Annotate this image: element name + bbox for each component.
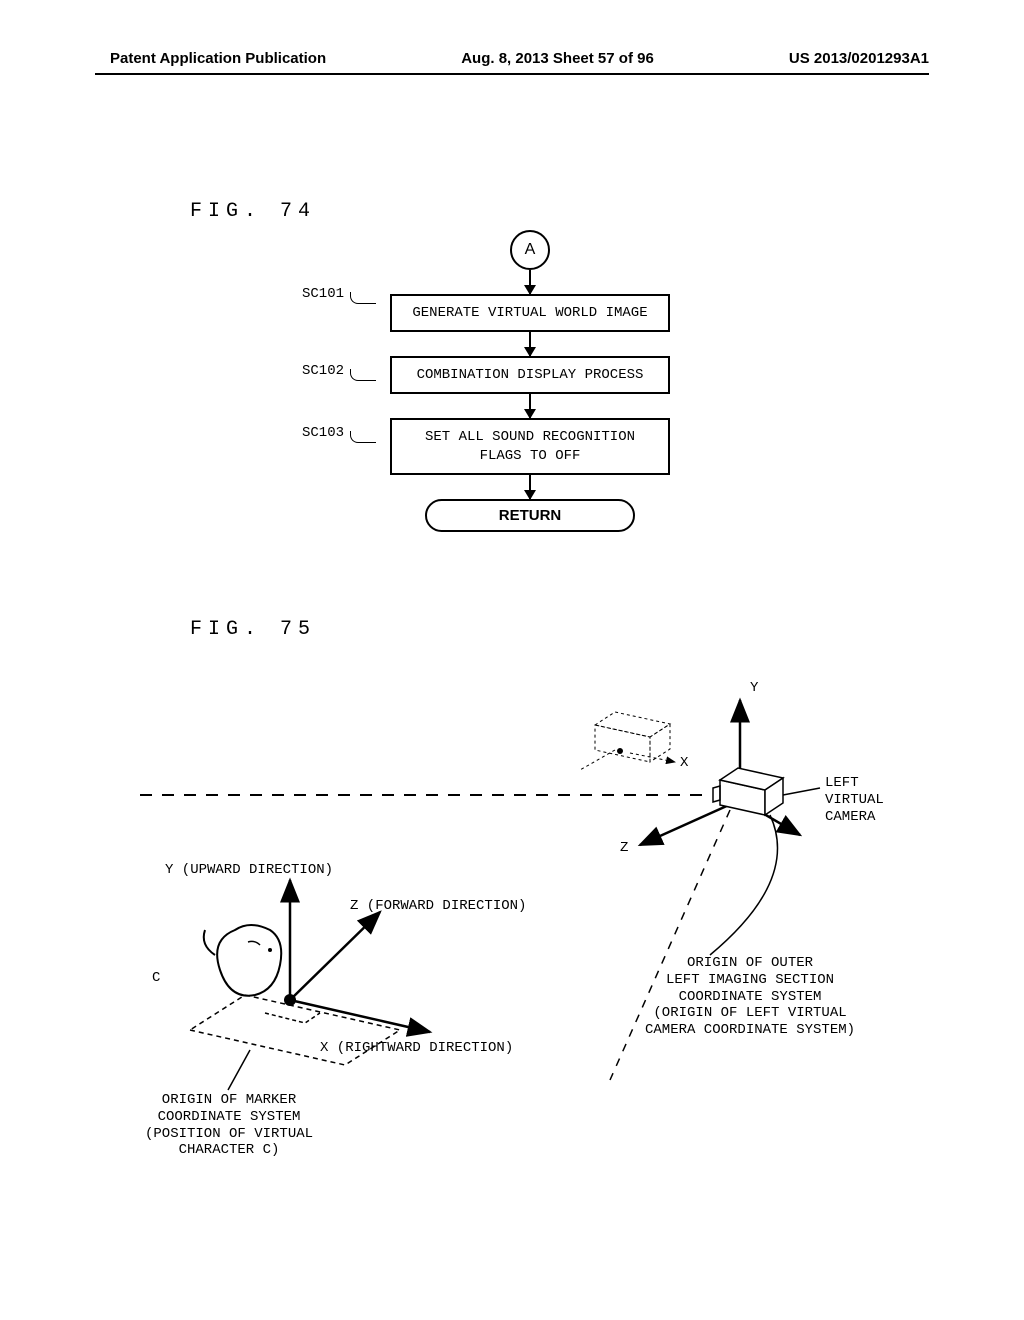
flow-return: RETURN [425,499,635,532]
sc101-connector [350,292,376,304]
fig74-label: FIG. 74 [190,200,316,223]
marker-c-label: C [152,970,160,986]
sc103-label: SC103 [302,425,344,441]
sc102-connector [350,369,376,381]
sc103-box: SET ALL SOUND RECOGNITION FLAGS TO OFF [390,418,670,474]
diagram-75: Y (UPWARD DIRECTION) Z (FORWARD DIRECTIO… [120,680,940,1210]
sc102-label: SC102 [302,363,344,379]
cam-z-label: Z [620,840,628,856]
flow-arrow-1 [529,270,531,294]
cam-origin-label: ORIGIN OF OUTER LEFT IMAGING SECTION COO… [645,955,855,1039]
marker-z-label: Z (FORWARD DIRECTION) [350,898,526,914]
marker-origin-label: ORIGIN OF MARKER COORDINATE SYSTEM (POSI… [145,1092,313,1159]
cam-x-label: X [680,755,688,771]
sc102-box: COMBINATION DISPLAY PROCESS [390,356,670,394]
header-divider [95,73,929,75]
flow-arrow-2 [529,332,531,356]
flow-start: A [510,230,550,270]
header-left: Patent Application Publication [110,50,326,67]
page-header: Patent Application Publication Aug. 8, 2… [0,50,1024,67]
sc101-label: SC101 [302,286,344,302]
cam-label: LEFT VIRTUAL CAMERA [825,775,884,825]
header-center: Aug. 8, 2013 Sheet 57 of 96 [461,50,654,67]
flow-arrow-4 [529,475,531,499]
flow-arrow-3 [529,394,531,418]
sc101-box: GENERATE VIRTUAL WORLD IMAGE [390,294,670,332]
marker-x-label: X (RIGHTWARD DIRECTION) [320,1040,513,1056]
flowchart-74: A SC101 GENERATE VIRTUAL WORLD IMAGE SC1… [310,230,760,532]
sc103-connector [350,431,376,443]
marker-y-label: Y (UPWARD DIRECTION) [165,862,333,878]
cam-y-label: Y [750,680,758,696]
fig75-label: FIG. 75 [190,618,316,641]
header-right: US 2013/0201293A1 [789,50,929,67]
